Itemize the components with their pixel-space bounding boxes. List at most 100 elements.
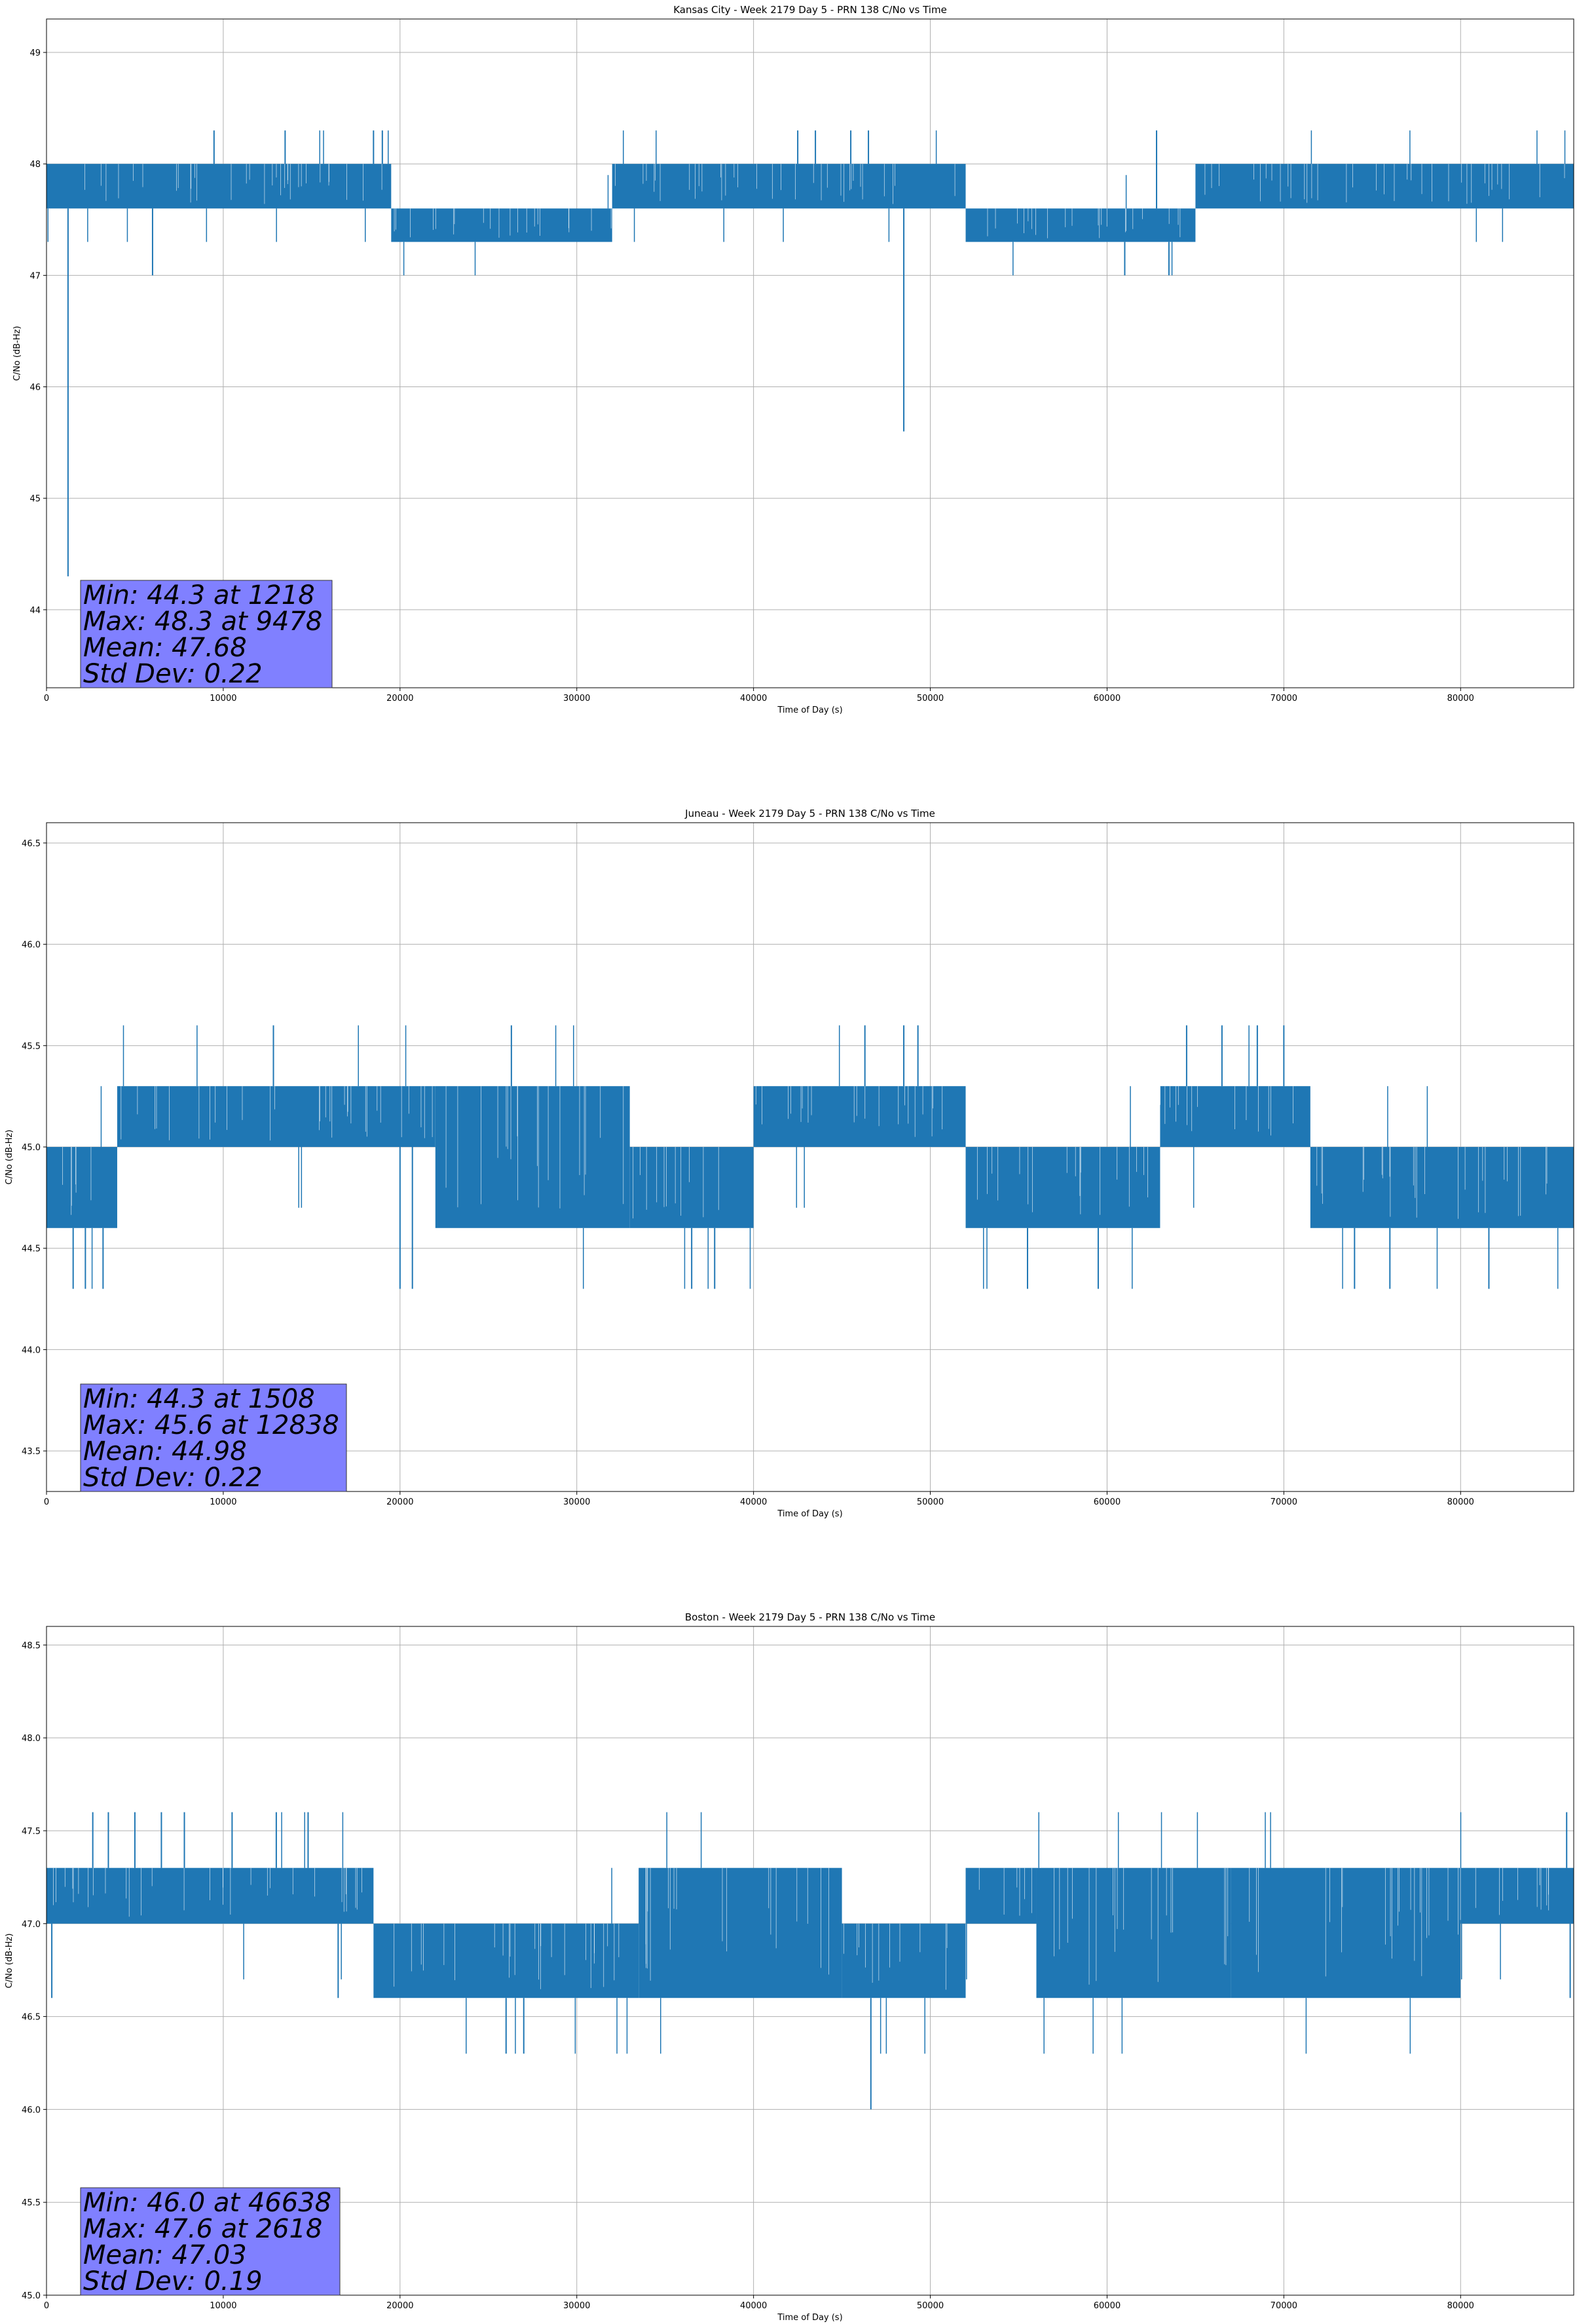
level-transitions	[47, 130, 1566, 276]
data-band	[965, 1147, 1160, 1228]
data-band	[639, 1867, 842, 1998]
x-tick-label: 30000	[563, 1497, 590, 1507]
y-tick-label: 48.5	[22, 1641, 41, 1651]
data-band	[612, 164, 966, 209]
y-tick-label: 48.0	[22, 1734, 41, 1744]
cno-series	[46, 1812, 1574, 2110]
chart-title: Boston - Week 2179 Day 5 - PRN 138 C/No …	[685, 1611, 935, 1623]
y-tick-label: 44	[29, 606, 41, 616]
stats-box-background	[80, 1383, 347, 1492]
x-axis-label: Time of Day (s)	[777, 2313, 842, 2323]
data-band	[117, 1086, 436, 1148]
stats-line: Mean: 47.68	[83, 633, 247, 663]
x-tick-label: 40000	[740, 2301, 767, 2311]
stats-line: Min: 46.0 at 46638	[83, 2188, 331, 2218]
y-tick-label: 47.5	[22, 1827, 41, 1837]
stats-line: Max: 48.3 at 9478	[83, 607, 322, 637]
plot-frame	[46, 822, 1574, 1492]
data-band	[965, 208, 1196, 242]
x-tick-label: 50000	[917, 1497, 944, 1507]
y-axis-label: C/No (dB-Hz)	[5, 1934, 14, 1989]
data-band	[1460, 1867, 1574, 1924]
stats-line: Std Dev: 0.22	[83, 659, 263, 689]
data-band	[629, 1147, 754, 1228]
y-tick-label: 45.0	[22, 1143, 41, 1153]
x-tick-label: 0	[44, 2301, 49, 2311]
x-tick-label: 20000	[386, 2301, 413, 2311]
y-tick-label: 48	[29, 160, 41, 170]
x-tick-label: 20000	[386, 1497, 413, 1507]
y-tick-label: 45.5	[22, 1041, 41, 1051]
y-tick-label: 45	[29, 495, 41, 504]
y-tick-label: 49	[29, 48, 41, 58]
x-tick-label: 20000	[386, 694, 413, 703]
y-tick-label: 47	[29, 271, 41, 281]
data-band	[46, 164, 392, 209]
stats-line: Max: 45.6 at 12838	[83, 1410, 339, 1440]
y-tick-label: 46.0	[22, 941, 41, 950]
x-tick-label: 60000	[1094, 694, 1121, 703]
y-tick-label: 44.5	[22, 1245, 41, 1254]
x-tick-label: 0	[44, 694, 49, 703]
y-tick-label: 45.5	[22, 2198, 41, 2208]
stats-line: Mean: 44.98	[83, 1436, 247, 1467]
x-tick-label: 30000	[563, 2301, 590, 2311]
x-axis-label: Time of Day (s)	[777, 705, 842, 715]
level-transitions	[91, 1025, 1559, 1289]
y-tick-label: 43.5	[22, 1447, 41, 1457]
plot-frame	[46, 18, 1574, 688]
y-axis-label: C/No (dB-Hz)	[12, 326, 22, 381]
stats-line: Mean: 47.03	[83, 2240, 247, 2270]
y-tick-label: 46.5	[22, 839, 41, 849]
x-tick-label: 10000	[210, 1497, 236, 1507]
plot-frame	[46, 1626, 1574, 2296]
x-tick-label: 40000	[740, 1497, 767, 1507]
x-tick-label: 70000	[1271, 1497, 1297, 1507]
data-band	[1310, 1147, 1574, 1228]
x-tick-label: 50000	[917, 694, 944, 703]
band-texture	[53, 1867, 1549, 1990]
data-band	[1231, 1867, 1461, 1998]
x-tick-label: 80000	[1447, 1497, 1474, 1507]
x-tick-label: 10000	[210, 2301, 236, 2311]
x-tick-label: 50000	[917, 2301, 944, 2311]
data-band	[965, 1867, 1037, 1924]
stats-line: Std Dev: 0.19	[83, 2266, 263, 2296]
stats-line: Min: 44.3 at 1508	[83, 1384, 315, 1414]
x-tick-label: 70000	[1271, 2301, 1297, 2311]
x-tick-label: 60000	[1094, 1497, 1121, 1507]
data-band	[46, 1147, 117, 1228]
x-tick-label: 80000	[1447, 694, 1474, 703]
data-band	[373, 1923, 639, 1998]
cno-series	[46, 1025, 1574, 1289]
y-tick-label: 46.0	[22, 2105, 41, 2115]
data-band	[435, 1086, 630, 1228]
data-band	[1195, 164, 1574, 209]
data-band	[391, 208, 612, 242]
x-tick-label: 10000	[210, 694, 236, 703]
chart-panel-1: 0 10000 20000 30000 40000 50000 60000 70000 8000…	[12, 4, 1574, 715]
y-tick-label: 45.0	[22, 2291, 41, 2301]
x-tick-label: 40000	[740, 694, 767, 703]
chart-panel-2: 0 10000 20000 30000 40000 50000 60000 70000 8000…	[5, 808, 1574, 1519]
chart-title: Kansas City - Week 2179 Day 5 - PRN 138 …	[673, 4, 947, 16]
band-texture	[62, 1086, 1548, 1219]
x-tick-label: 0	[44, 1497, 49, 1507]
data-band	[753, 1086, 966, 1148]
x-tick-label: 70000	[1271, 694, 1297, 703]
stats-box-background	[80, 2187, 341, 2296]
chart-title: Juneau - Week 2179 Day 5 - PRN 138 C/No …	[684, 808, 935, 819]
x-tick-label: 60000	[1094, 2301, 1121, 2311]
stats-line: Std Dev: 0.22	[83, 1463, 263, 1493]
band-texture	[84, 164, 1565, 238]
y-tick-label: 47.0	[22, 1920, 41, 1930]
x-tick-label: 30000	[563, 694, 590, 703]
stats-box-background	[80, 580, 333, 688]
level-transitions	[243, 1812, 1501, 2054]
y-tick-label: 46	[29, 383, 41, 393]
x-tick-label: 80000	[1447, 2301, 1474, 2311]
data-band	[1160, 1086, 1310, 1148]
